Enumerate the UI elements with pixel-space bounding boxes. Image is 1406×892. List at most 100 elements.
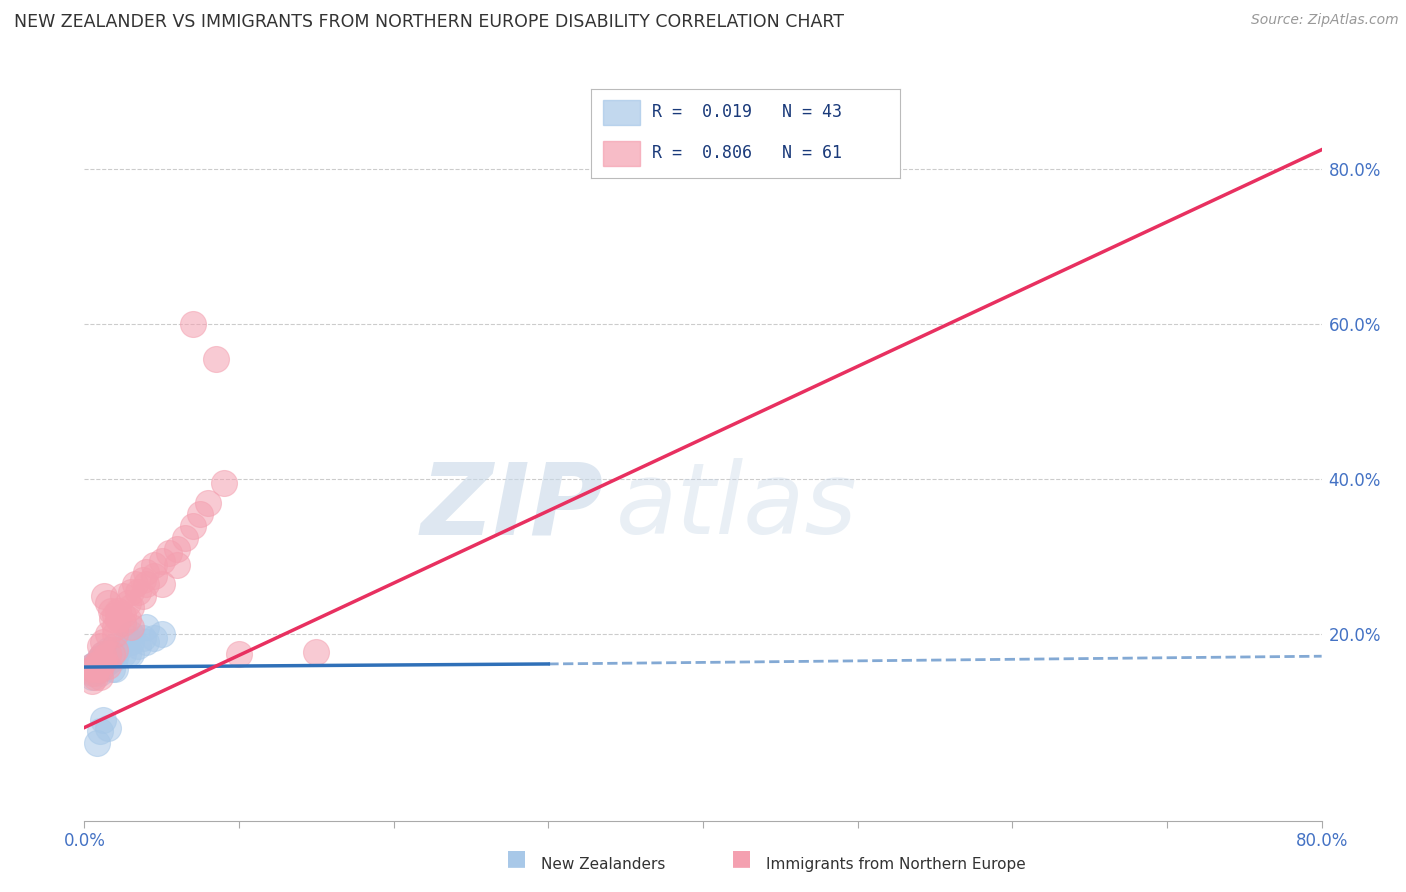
Point <box>82 658 104 673</box>
Point <box>89 639 111 653</box>
Point <box>91 647 114 661</box>
Point <box>166 542 188 557</box>
Point <box>120 627 142 641</box>
Point <box>188 508 212 522</box>
Point <box>91 655 114 669</box>
Point <box>82 670 104 684</box>
Text: R =  0.806   N = 61: R = 0.806 N = 61 <box>652 145 842 162</box>
Point <box>84 657 107 671</box>
Point <box>166 558 188 572</box>
Point <box>104 608 127 623</box>
Point <box>124 577 146 591</box>
Point <box>197 495 219 509</box>
Point <box>91 647 114 661</box>
Point <box>89 662 111 676</box>
Point <box>86 736 108 750</box>
Point <box>212 476 235 491</box>
FancyBboxPatch shape <box>603 141 640 166</box>
Point <box>112 589 135 603</box>
Point <box>135 635 157 649</box>
Point <box>305 644 328 658</box>
Point <box>82 662 104 676</box>
Point <box>84 670 107 684</box>
Point <box>98 647 121 661</box>
Point <box>143 558 166 572</box>
Point <box>97 627 120 641</box>
Point <box>150 627 173 641</box>
Point <box>117 597 139 611</box>
Point <box>89 650 111 665</box>
Point <box>128 584 150 599</box>
Point <box>83 660 105 674</box>
Text: Source: ZipAtlas.com: Source: ZipAtlas.com <box>1251 13 1399 28</box>
Point <box>104 662 127 676</box>
Text: R =  0.019   N = 43: R = 0.019 N = 43 <box>652 103 842 121</box>
Point <box>112 647 135 661</box>
Point <box>181 317 204 331</box>
Point <box>82 662 104 676</box>
Point <box>120 635 142 649</box>
Point <box>84 658 107 673</box>
Point <box>97 647 120 661</box>
Text: ■: ■ <box>506 848 527 868</box>
Point <box>120 584 142 599</box>
Point <box>174 531 197 545</box>
Point <box>181 519 204 533</box>
FancyBboxPatch shape <box>603 100 640 125</box>
Point <box>128 639 150 653</box>
Point <box>89 724 111 739</box>
Point <box>104 650 127 665</box>
Point <box>91 635 114 649</box>
Point <box>89 662 111 676</box>
Point <box>117 612 139 626</box>
Point <box>84 664 107 678</box>
Point <box>89 650 111 665</box>
Point <box>86 662 108 676</box>
Point <box>101 644 124 658</box>
Point <box>107 643 129 657</box>
Point <box>112 608 135 623</box>
Point <box>82 658 104 673</box>
Point <box>120 600 142 615</box>
Point <box>159 546 181 560</box>
Point <box>82 666 104 681</box>
Point <box>104 643 127 657</box>
Point <box>117 632 139 646</box>
Point <box>86 657 108 671</box>
Point <box>117 647 139 661</box>
Point <box>89 652 111 666</box>
Point <box>135 620 157 634</box>
Point <box>104 639 127 653</box>
Point <box>104 627 127 641</box>
Point <box>135 577 157 591</box>
Point <box>93 650 115 665</box>
Point <box>112 615 135 630</box>
Point <box>228 647 250 661</box>
Point <box>83 666 105 681</box>
Point <box>132 589 155 603</box>
Point <box>101 647 124 661</box>
Point <box>97 658 120 673</box>
Point <box>97 721 120 735</box>
Point <box>132 573 155 587</box>
Point <box>100 604 122 618</box>
Point <box>93 650 115 665</box>
Point <box>150 577 173 591</box>
Text: atlas: atlas <box>616 458 858 555</box>
Point <box>86 658 108 673</box>
Point <box>205 352 228 367</box>
Text: ■: ■ <box>731 848 752 868</box>
Point <box>107 604 129 618</box>
Point <box>107 612 129 626</box>
Point <box>87 660 110 674</box>
Point <box>97 643 120 657</box>
Point <box>89 666 111 681</box>
Point <box>93 589 115 603</box>
Point <box>150 554 173 568</box>
Point <box>91 713 114 727</box>
Point <box>89 670 111 684</box>
Point <box>143 569 166 583</box>
Point <box>91 658 114 673</box>
Point <box>101 612 124 626</box>
Point <box>135 566 157 580</box>
